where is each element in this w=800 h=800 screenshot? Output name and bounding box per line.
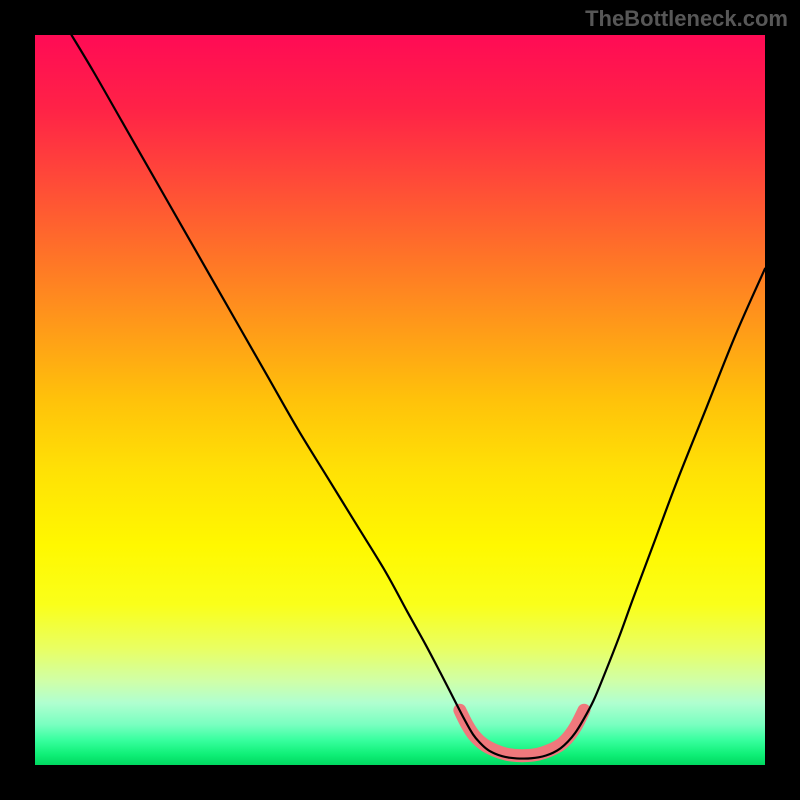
bottleneck-curve bbox=[72, 35, 766, 759]
plot-area bbox=[35, 35, 765, 765]
watermark-text: TheBottleneck.com bbox=[585, 6, 788, 32]
curve-layer bbox=[35, 35, 765, 765]
bottleneck-optimal-range bbox=[460, 710, 584, 755]
